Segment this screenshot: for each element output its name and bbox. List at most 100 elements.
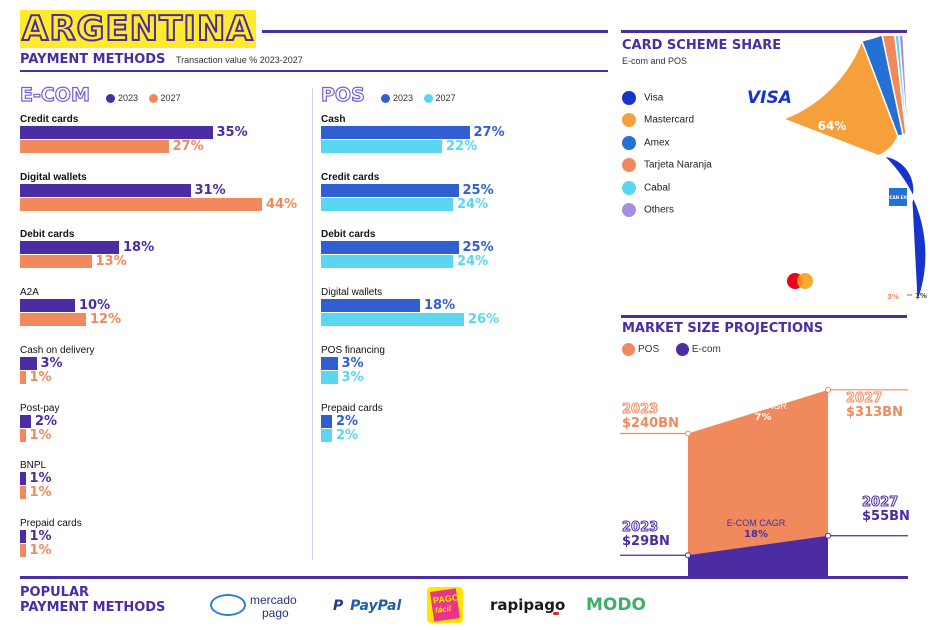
card-scheme-rule — [621, 30, 907, 33]
bar-value-label: 24% — [457, 196, 489, 212]
pos-section-title: POS — [320, 83, 365, 106]
bar-value-label: 18% — [123, 240, 155, 256]
bar-value-label: 24% — [457, 254, 489, 270]
category-label: Digital wallets — [321, 287, 383, 299]
pos-legend: 2023 2027 — [381, 93, 456, 104]
category-label: Post-pay — [20, 402, 60, 414]
bar-value-label: 2% — [336, 413, 359, 429]
header-rule — [262, 30, 608, 33]
bar-value-label: 1% — [29, 485, 52, 501]
subheader-rule — [20, 70, 608, 72]
card-scheme-donut: AMERICAN EXPRESS 64% 27% 5% 3% 1% — [781, 36, 927, 305]
legend-cabal-label: Cabal — [644, 182, 671, 194]
amex-logo-box — [889, 188, 907, 206]
pos-legend-2023: 2023 — [393, 93, 414, 103]
naranja-slice-label: 3% — [887, 293, 899, 301]
mercadopago-logo: mercado pago — [210, 592, 310, 620]
legend-visa-label: Visa — [644, 92, 664, 104]
bar-2023 — [20, 183, 191, 197]
ecom-section-title: E-COM — [19, 83, 90, 106]
legend-mastercard-label: Mastercard — [644, 114, 695, 126]
handshake-icon — [210, 594, 246, 616]
ecom-2027-point — [825, 532, 831, 539]
visa-slice-label: 64% — [818, 119, 847, 133]
bar-value-label: 13% — [95, 254, 127, 270]
bar-2023 — [321, 356, 338, 370]
bar-2023 — [20, 126, 213, 139]
legend-ecom-label: E-com — [691, 344, 721, 356]
bar-2027 — [321, 370, 338, 384]
title-highlight: ARGENTINA — [20, 8, 256, 50]
pos-2023-point — [685, 430, 691, 437]
category-label: Prepaid cards — [20, 517, 82, 529]
category-label: Credit cards — [20, 114, 79, 125]
pos-2027-value: $313BN — [846, 405, 903, 420]
legend-2023-swatch — [106, 94, 115, 104]
legend-amex: Amex — [622, 136, 670, 150]
pos-2023-year: 2023 — [621, 402, 659, 417]
bar-value-label: 2% — [336, 427, 359, 443]
pos-2027-year: 2027 — [845, 391, 883, 406]
category-label: Cash on delivery — [20, 344, 95, 356]
bar-2023 — [20, 414, 31, 428]
ecom-2023-value: $29BN — [622, 534, 670, 549]
bar-2023 — [321, 126, 470, 139]
bar-value-label: 35% — [216, 125, 248, 140]
popular-title-line2: PAYMENT METHODS — [20, 600, 166, 615]
bar-value-label: 27% — [473, 125, 505, 140]
mastercard-logo — [787, 271, 819, 291]
bar-value-label: 1% — [29, 369, 52, 385]
bar-value-label: 3% — [341, 355, 364, 371]
bar-value-label: 3% — [40, 355, 63, 371]
bar-2023 — [20, 472, 26, 486]
legend-2023-swatch — [381, 94, 390, 104]
category-label: Debit cards — [321, 229, 376, 241]
bar-value-label: 44% — [266, 196, 298, 212]
mercadopago-line1: mercado — [250, 593, 297, 607]
donut-slice-others — [898, 36, 910, 135]
pos-legend-2027: 2027 — [435, 93, 456, 103]
bar-value-label: 31% — [194, 182, 226, 198]
bar-2027 — [20, 543, 26, 557]
category-label: Prepaid cards — [321, 402, 383, 414]
category-label: Debit cards — [20, 229, 75, 241]
bar-2023 — [20, 529, 26, 543]
bar-2023 — [321, 183, 459, 197]
paypal-logo: P PayPal — [333, 598, 401, 614]
ecom-2023-point — [685, 552, 691, 559]
donut-slice-mastercard — [781, 38, 899, 157]
ecom-legend: 2023 2027 — [106, 93, 181, 104]
legend-naranja: Tarjeta Naranja — [622, 158, 712, 172]
bar-2027 — [20, 255, 92, 269]
rapipago-logo: rapipago — [490, 596, 566, 614]
ecom-2027-value: $55BN — [862, 509, 910, 524]
visa-logo: VISA — [747, 88, 792, 108]
page-subtitle: PAYMENT METHODS — [20, 52, 166, 67]
ecom-cagr-label: E-COM CAGR — [727, 518, 786, 528]
bar-2027 — [321, 140, 442, 153]
bar-2023 — [20, 299, 75, 313]
category-label: A2A — [20, 287, 39, 299]
bar-value-label: 1% — [29, 471, 52, 487]
bar-value-label: 12% — [90, 312, 122, 328]
market-size-legend: POS E-com — [622, 343, 721, 356]
footer-rule — [20, 576, 908, 579]
amex-logo: AMERICAN EXPRESS — [875, 195, 920, 200]
visa-swatch — [622, 91, 636, 105]
legend-others-label: Others — [644, 204, 675, 216]
pos-area — [688, 389, 828, 577]
page-title: ARGENTINA — [21, 8, 254, 50]
card-scheme-title: CARD SCHEME SHARE — [622, 38, 782, 53]
category-label: Cash — [321, 114, 346, 125]
mastercard-orange-circle — [797, 273, 813, 289]
popular-title-line1: POPULAR — [20, 585, 90, 600]
others-swatch — [622, 203, 636, 217]
pos-cagr-label: POS CAGR — [739, 401, 787, 411]
bar-value-label: 3% — [341, 369, 364, 385]
others-slice-label: 1% — [915, 292, 927, 300]
ecom-cagr-value: 18% — [744, 529, 768, 540]
legend-cabal: Cabal — [622, 181, 670, 195]
mastercard-slice-label: 27% — [832, 233, 861, 247]
legend-pos-label: POS — [638, 344, 660, 356]
bar-2023 — [20, 241, 119, 255]
